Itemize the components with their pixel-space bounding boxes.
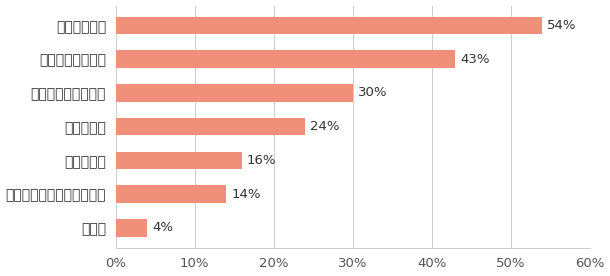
Bar [116, 17, 542, 34]
Bar [116, 152, 242, 169]
Text: 30%: 30% [357, 86, 387, 99]
Bar [116, 84, 353, 102]
Bar [116, 118, 306, 136]
Text: 16%: 16% [247, 154, 276, 167]
Text: 24%: 24% [310, 120, 340, 133]
Text: 54%: 54% [547, 19, 576, 32]
Bar [116, 50, 456, 68]
Text: 43%: 43% [460, 53, 490, 66]
Text: 4%: 4% [152, 221, 173, 234]
Bar [116, 185, 226, 203]
Bar [116, 219, 148, 237]
Text: 14%: 14% [231, 188, 260, 201]
